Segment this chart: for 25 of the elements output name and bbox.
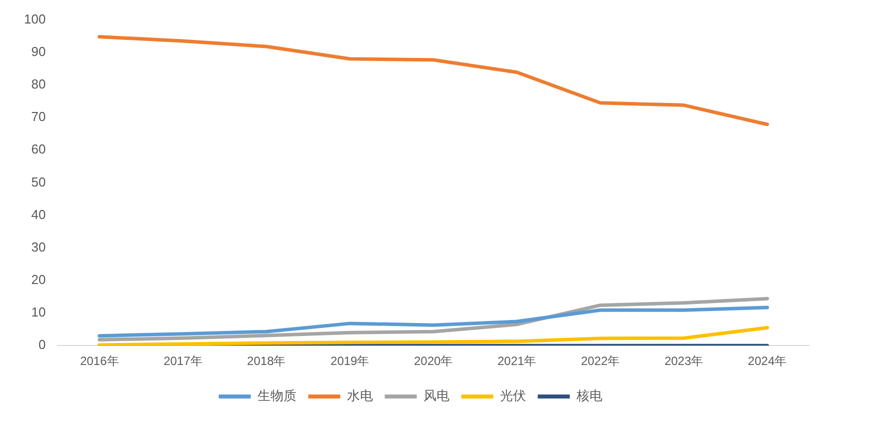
y-tick-label: 60	[31, 142, 46, 157]
y-tick-label: 50	[31, 174, 46, 190]
legend-label: 核电	[575, 388, 602, 404]
x-tick-label: 2016年	[80, 354, 119, 368]
y-tick-label: 20	[31, 272, 46, 288]
y-tick-label: 10	[31, 304, 46, 320]
legend-label: 水电	[346, 388, 373, 404]
x-tick-label: 2022年	[580, 354, 620, 368]
x-tick-label: 2020年	[414, 354, 453, 368]
y-tick-label: 40	[31, 206, 46, 222]
y-tick-label: 100	[24, 11, 46, 26]
legend-label: 光伏	[500, 388, 526, 404]
x-tick-label: 2019年	[330, 354, 370, 368]
x-tick-label: 2021年	[497, 354, 536, 368]
x-tick-label: 2017年	[164, 354, 202, 368]
y-tick-label: 30	[31, 239, 46, 254]
legend-label: 风电	[423, 388, 450, 404]
x-tick-label: 2018年	[247, 354, 286, 368]
y-tick-label: 70	[31, 109, 46, 124]
legend-label: 生物质	[257, 388, 296, 404]
x-tick-label: 2023年	[664, 354, 704, 368]
x-tick-label: 2024年	[748, 354, 787, 368]
y-tick-label: 0	[38, 337, 46, 352]
y-tick-label: 90	[31, 44, 46, 59]
y-tick-label: 80	[31, 76, 46, 92]
